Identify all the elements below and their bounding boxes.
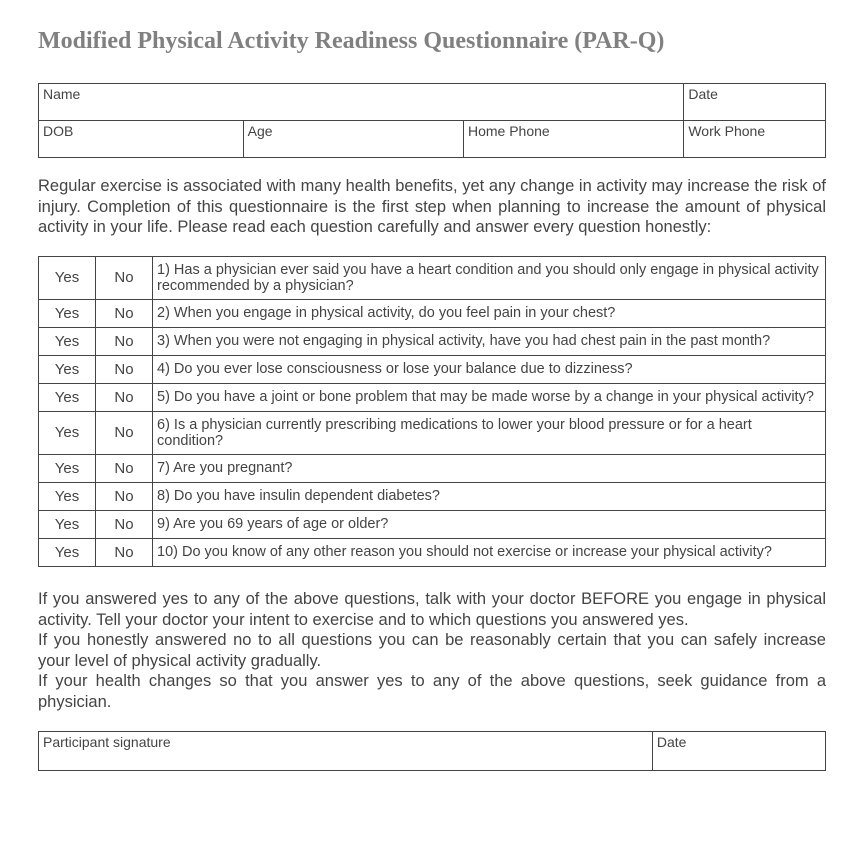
answer-no[interactable]: No — [96, 454, 153, 482]
answer-no[interactable]: No — [96, 327, 153, 355]
answer-no[interactable]: No — [96, 510, 153, 538]
participant-info-table: Name Date DOB Age Home Phone Work Phone — [38, 83, 826, 158]
answer-no[interactable]: No — [96, 482, 153, 510]
answer-no[interactable]: No — [96, 299, 153, 327]
answer-no[interactable]: No — [96, 411, 153, 454]
page-title: Modified Physical Activity Readiness Que… — [38, 28, 826, 55]
question-text: 9) Are you 69 years of age or older? — [153, 510, 826, 538]
answer-no[interactable]: No — [96, 256, 153, 299]
question-row: YesNo1) Has a physician ever said you ha… — [39, 256, 826, 299]
answer-yes[interactable]: Yes — [39, 327, 96, 355]
question-row: YesNo6) Is a physician currently prescri… — [39, 411, 826, 454]
signature-table: Participant signature Date — [38, 731, 826, 771]
answer-yes[interactable]: Yes — [39, 454, 96, 482]
questions-table: YesNo1) Has a physician ever said you ha… — [38, 256, 826, 567]
outro-paragraph: If you answered yes to any of the above … — [38, 589, 826, 630]
answer-yes[interactable]: Yes — [39, 256, 96, 299]
question-text: 10) Do you know of any other reason you … — [153, 538, 826, 566]
field-work-phone[interactable]: Work Phone — [684, 121, 826, 158]
answer-no[interactable]: No — [96, 383, 153, 411]
question-row: YesNo8) Do you have insulin dependent di… — [39, 482, 826, 510]
question-row: YesNo10) Do you know of any other reason… — [39, 538, 826, 566]
field-participant-signature[interactable]: Participant signature — [39, 731, 653, 770]
question-text: 2) When you engage in physical activity,… — [153, 299, 826, 327]
question-row: YesNo7) Are you pregnant? — [39, 454, 826, 482]
answer-yes[interactable]: Yes — [39, 411, 96, 454]
field-age[interactable]: Age — [243, 121, 463, 158]
question-text: 6) Is a physician currently prescribing … — [153, 411, 826, 454]
answer-yes[interactable]: Yes — [39, 383, 96, 411]
answer-yes[interactable]: Yes — [39, 355, 96, 383]
answer-no[interactable]: No — [96, 355, 153, 383]
question-text: 4) Do you ever lose consciousness or los… — [153, 355, 826, 383]
field-dob[interactable]: DOB — [39, 121, 244, 158]
question-row: YesNo3) When you were not engaging in ph… — [39, 327, 826, 355]
par-q-form: Modified Physical Activity Readiness Que… — [0, 0, 864, 801]
answer-yes[interactable]: Yes — [39, 538, 96, 566]
intro-text: Regular exercise is associated with many… — [38, 176, 826, 238]
question-row: YesNo5) Do you have a joint or bone prob… — [39, 383, 826, 411]
question-text: 5) Do you have a joint or bone problem t… — [153, 383, 826, 411]
answer-yes[interactable]: Yes — [39, 299, 96, 327]
outro-paragraph: If your health changes so that you answe… — [38, 671, 826, 712]
answer-no[interactable]: No — [96, 538, 153, 566]
question-row: YesNo9) Are you 69 years of age or older… — [39, 510, 826, 538]
question-text: 1) Has a physician ever said you have a … — [153, 256, 826, 299]
outro-text: If you answered yes to any of the above … — [38, 589, 826, 713]
question-text: 7) Are you pregnant? — [153, 454, 826, 482]
question-row: YesNo2) When you engage in physical acti… — [39, 299, 826, 327]
field-name[interactable]: Name — [39, 84, 684, 121]
question-row: YesNo4) Do you ever lose consciousness o… — [39, 355, 826, 383]
answer-yes[interactable]: Yes — [39, 482, 96, 510]
field-date[interactable]: Date — [684, 84, 826, 121]
question-text: 3) When you were not engaging in physica… — [153, 327, 826, 355]
field-home-phone[interactable]: Home Phone — [463, 121, 683, 158]
field-signature-date[interactable]: Date — [652, 731, 825, 770]
outro-paragraph: If you honestly answered no to all quest… — [38, 630, 826, 671]
answer-yes[interactable]: Yes — [39, 510, 96, 538]
question-text: 8) Do you have insulin dependent diabete… — [153, 482, 826, 510]
